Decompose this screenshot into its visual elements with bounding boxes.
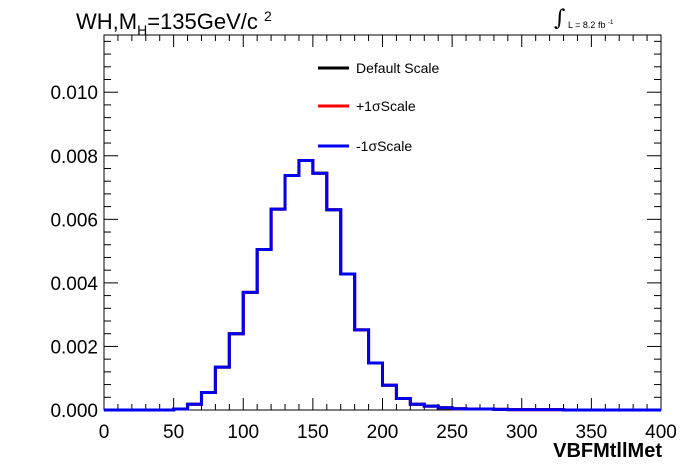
x-tick-label: 200 [367, 422, 399, 443]
title-main: =135GeV/c [147, 9, 258, 34]
x-tick-label: 250 [436, 422, 468, 443]
y-tick-label: 0.000 [50, 401, 98, 422]
legend-label-1: +1σScale [356, 98, 416, 114]
x-tick-label: 150 [297, 422, 329, 443]
x-tick-label: 100 [227, 422, 259, 443]
x-tick-label: 50 [163, 422, 184, 443]
luminosity-text: L = 8.2 fb [568, 20, 606, 30]
y-tick-label: 0.002 [50, 337, 98, 358]
axes: 0 50 100 150 200 250 300 350 400 0.000 0.002 0.004 0… [50, 34, 677, 443]
legend-label-0: Default Scale [356, 60, 439, 76]
y-tick-label: 0.006 [50, 210, 98, 231]
plot-frame [103, 34, 662, 411]
x-tick-label: 400 [645, 422, 677, 443]
y-tick-label: 0.004 [50, 274, 98, 295]
y-tick-label: 0.010 [50, 83, 98, 104]
title-subscript: H [137, 22, 148, 38]
x-tick-label: 300 [506, 422, 538, 443]
series-layer [104, 159, 661, 412]
series-line-2 [104, 159, 661, 412]
x-tick-label: 0 [99, 422, 110, 443]
y-tick-label: 0.008 [50, 147, 98, 168]
x-axis-label: VBFMtllMet [553, 440, 662, 462]
chart-title: WH,MH=135GeV/c 2 [76, 8, 272, 38]
title-prefix: WH,M [76, 9, 138, 34]
x-tick-label: 350 [576, 422, 608, 443]
legend-label-2: -1σScale [356, 138, 412, 154]
legend: Default Scale +1σScale -1σScale [318, 60, 439, 154]
luminosity-superscript: -1 [607, 20, 614, 26]
title-superscript: 2 [264, 8, 272, 24]
integral-symbol: ∫ [554, 6, 566, 31]
